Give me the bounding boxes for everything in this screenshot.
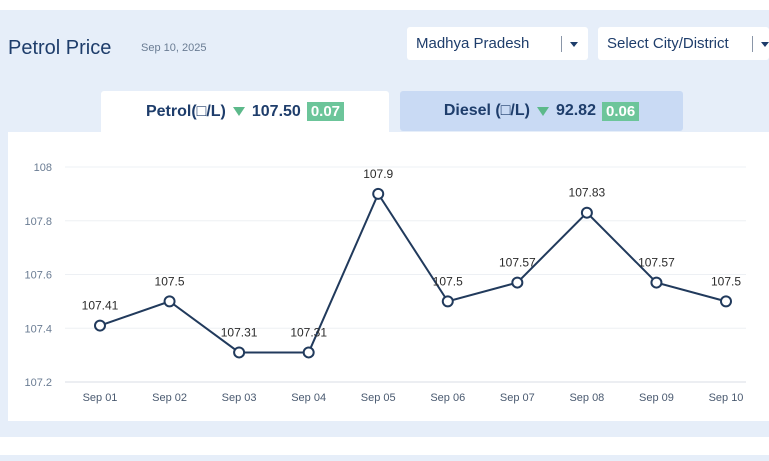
data-point	[94, 319, 106, 332]
data-point	[720, 295, 732, 308]
x-tick-label: Sep 03	[222, 392, 257, 404]
tab-diesel-label: Diesel (□/L)	[443, 102, 530, 119]
x-tick-label: Sep 04	[291, 392, 326, 404]
data-label: 107.5	[433, 274, 463, 288]
x-tick-label: Sep 10	[709, 392, 744, 404]
x-tick-label: Sep 09	[639, 392, 674, 404]
tab-petrol-label: Petrol(□/L)	[145, 102, 226, 120]
y-tick-label: 108	[34, 162, 52, 174]
y-tick-label: 107.6	[24, 270, 52, 282]
data-point	[372, 187, 385, 200]
tab-diesel-price: 92.82	[555, 102, 596, 119]
next-section-strip	[0, 455, 769, 461]
data-point	[233, 346, 246, 359]
price-line-chart: 107.2 107.4 107.6 107.8 108 Sep 01 Sep 02 Sep 0…	[24, 162, 746, 404]
select-divider	[561, 36, 562, 52]
chevron-down-icon	[570, 42, 578, 47]
x-tick-label: Sep 07	[500, 392, 535, 404]
y-tick-label: 107.8	[24, 216, 52, 228]
chevron-down-icon	[761, 42, 769, 47]
tab-diesel-change-badge: 0.06	[601, 101, 640, 121]
x-tick-label: Sep 05	[361, 392, 396, 404]
series-line	[99, 191, 727, 354]
data-point	[650, 276, 663, 289]
select-divider	[752, 36, 753, 52]
y-tick-label: 107.4	[24, 323, 52, 335]
page-title: Petrol Price	[8, 37, 112, 59]
tab-petrol[interactable]: Petrol(□/L) 107.50 0.07	[101, 91, 389, 132]
tab-diesel[interactable]: Diesel (□/L) 92.82 0.06	[400, 91, 683, 131]
y-tick-label: 107.2	[24, 377, 52, 389]
page-date: Sep 10, 2025	[141, 42, 207, 54]
data-point	[511, 276, 524, 289]
price-chart-card: 107.2 107.4 107.6 107.8 108 Sep 01 Sep 02 Sep 0…	[8, 132, 769, 421]
x-tick-label: Sep 01	[83, 392, 118, 404]
data-label: 107.5	[155, 274, 185, 288]
x-tick-label: Sep 06	[430, 392, 465, 404]
data-label: 107.83	[569, 186, 606, 200]
tab-petrol-price: 107.50	[251, 102, 301, 120]
data-label: 107.31	[290, 325, 327, 339]
x-tick-label: Sep 08	[569, 392, 604, 404]
data-point	[580, 206, 593, 219]
data-label: 107.41	[82, 299, 119, 313]
tab-petrol-change-badge: 0.07	[306, 102, 345, 121]
price-down-icon	[232, 107, 245, 116]
x-tick-label: Sep 02	[152, 392, 187, 404]
data-label: 107.9	[363, 167, 393, 181]
state-select[interactable]: Madhya Pradesh	[407, 27, 588, 60]
data-label: 107.57	[638, 256, 675, 270]
data-label: 107.31	[221, 325, 258, 339]
city-select-value: Select City/District	[607, 35, 729, 52]
data-label: 107.5	[711, 274, 741, 288]
state-select-value: Madhya Pradesh	[416, 35, 530, 52]
data-label: 107.57	[499, 256, 536, 270]
price-down-icon	[536, 106, 549, 116]
data-point	[163, 295, 176, 308]
data-point	[302, 346, 315, 359]
city-select[interactable]: Select City/District	[598, 27, 769, 60]
data-point	[441, 295, 454, 308]
